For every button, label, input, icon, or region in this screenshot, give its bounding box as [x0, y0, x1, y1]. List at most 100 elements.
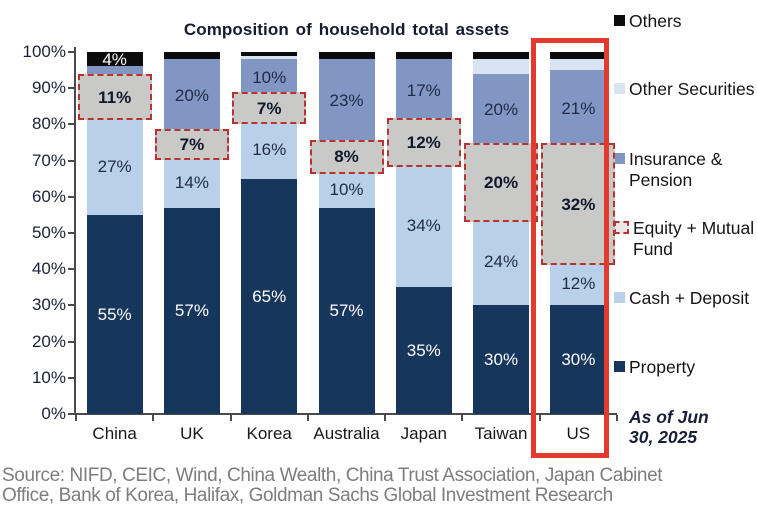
segment-others-china: 4% — [86, 51, 143, 68]
value-label-property-australia: 57% — [329, 301, 364, 321]
y-tick-label: 80% — [31, 114, 66, 134]
x-label-japan: Japan — [400, 424, 447, 443]
legend-item-equity_mutual_fund: Equity + Mutual Fund — [614, 218, 756, 259]
segment-cash_deposit-us: 12% — [550, 261, 607, 306]
segment-equity_mutual_fund-china: 11% — [77, 74, 152, 121]
legend-item-property: Property — [614, 357, 695, 378]
segment-others-korea — [241, 52, 298, 56]
y-tick-label: 10% — [31, 367, 66, 387]
x-axis-line — [74, 413, 617, 415]
value-label-property-us: 30% — [561, 350, 596, 370]
x-label-taiwan: Taiwan — [474, 424, 528, 443]
value-label-cash_deposit-australia: 10% — [329, 180, 364, 200]
segment-property-china: 55% — [86, 214, 143, 414]
value-label-cash_deposit-us: 12% — [561, 274, 596, 294]
value-label-cash_deposit-korea: 16% — [252, 140, 287, 160]
legend-label-others: Others — [629, 11, 682, 31]
x-tick-mark — [384, 415, 387, 421]
segment-equity_mutual_fund-uk: 7% — [154, 128, 229, 160]
y-tick-mark — [68, 376, 75, 379]
x-tick-mark — [75, 415, 77, 421]
value-label-equity_mutual_fund-taiwan: 20% — [484, 172, 519, 192]
y-tick-mark — [68, 304, 75, 307]
segment-cash_deposit-korea: 16% — [241, 120, 298, 179]
value-label-equity_mutual_fund-china: 11% — [98, 87, 132, 107]
y-tick-mark — [68, 340, 75, 343]
segment-insurance_pension-us: 21% — [550, 70, 607, 147]
segment-other_securities-us — [550, 59, 607, 71]
source-line-1: Source: NIFD, CEIC, Wind, China Wealth, … — [2, 465, 663, 486]
segment-equity_mutual_fund-us: 32% — [541, 143, 616, 265]
legend-swatch-property — [614, 361, 625, 372]
source-line-2: Office, Bank of Korea, Halifax, Goldman … — [2, 484, 613, 506]
bar-korea: 65% 16% 7% 10% — [232, 52, 307, 414]
x-label-australia: Australia — [313, 424, 380, 443]
segment-others-uk — [163, 52, 220, 60]
value-label-property-japan: 35% — [406, 341, 441, 361]
legend-item-other_securities: Other Securities — [614, 79, 754, 100]
x-label-china: China — [92, 424, 137, 443]
bar-taiwan: 30% 24% 20% 20% — [464, 52, 539, 414]
y-tick-label: 70% — [31, 150, 66, 170]
y-tick-label: 60% — [31, 186, 66, 206]
value-label-cash_deposit-taiwan: 24% — [484, 252, 519, 272]
legend-label-cash_deposit: Cash + Deposit — [629, 288, 750, 308]
legend-item-cash_deposit: Cash + Deposit — [614, 288, 749, 309]
segment-insurance_pension-uk: 20% — [163, 59, 220, 132]
value-label-equity_mutual_fund-korea: 7% — [256, 98, 282, 118]
y-tick-mark — [68, 413, 75, 415]
segment-other_securities-taiwan — [473, 59, 530, 74]
y-tick-mark — [68, 232, 75, 234]
value-label-equity_mutual_fund-australia: 8% — [334, 147, 359, 167]
value-label-insurance_pension-australia: 23% — [329, 91, 364, 111]
segment-cash_deposit-australia: 10% — [318, 171, 375, 208]
segment-insurance_pension-australia: 23% — [318, 59, 375, 143]
source-note: Source: NIFD, CEIC, Wind, China Wealth, … — [2, 466, 757, 505]
segment-cash_deposit-taiwan: 24% — [473, 218, 530, 306]
value-label-insurance_pension-korea: 10% — [252, 67, 287, 87]
segment-property-uk: 57% — [163, 207, 220, 414]
us-highlight-box — [531, 38, 609, 458]
y-tick-label: 0% — [41, 404, 66, 423]
segment-other_securities-korea — [241, 55, 298, 60]
segment-insurance_pension-china — [86, 66, 143, 78]
segment-others-taiwan — [473, 52, 530, 60]
y-tick-mark — [68, 159, 75, 162]
segment-property-australia: 57% — [318, 207, 375, 414]
x-tick-mark — [461, 415, 464, 421]
segment-insurance_pension-japan: 17% — [395, 59, 452, 121]
segment-others-australia — [318, 52, 375, 60]
value-label-cash_deposit-uk: 14% — [174, 172, 209, 192]
segment-cash_deposit-uk: 14% — [163, 157, 220, 208]
value-label-property-uk: 57% — [174, 301, 209, 321]
x-tick-mark — [229, 415, 232, 421]
y-tick-mark — [68, 123, 75, 126]
segment-property-korea: 65% — [241, 178, 298, 414]
x-tick-mark — [616, 415, 618, 421]
segment-cash_deposit-japan: 34% — [395, 164, 452, 288]
value-label-cash_deposit-china: 27% — [97, 156, 132, 176]
legend-swatch-others — [614, 15, 625, 26]
y-tick-label: 90% — [31, 78, 66, 98]
segment-property-japan: 35% — [395, 287, 452, 414]
bar-china: 55% 27% 11% 4% — [77, 51, 152, 414]
legend-label-property: Property — [629, 357, 696, 377]
segment-insurance_pension-korea: 10% — [241, 59, 298, 96]
legend-swatch-insurance_pension — [614, 153, 625, 164]
value-label-property-china: 55% — [97, 304, 132, 324]
value-label-equity_mutual_fund-japan: 12% — [406, 133, 441, 153]
segment-others-japan — [395, 52, 452, 60]
segment-equity_mutual_fund-taiwan: 20% — [464, 143, 539, 222]
value-label-insurance_pension-taiwan: 20% — [484, 100, 519, 120]
x-label-korea: Korea — [246, 424, 292, 443]
y-axis-line — [74, 47, 76, 415]
y-tick-mark — [68, 268, 75, 271]
as-of-note: As of Jun 30, 2025 — [629, 407, 709, 447]
legend-item-others: Others — [614, 11, 682, 32]
x-label-us: US — [566, 424, 591, 443]
y-tick-label: 20% — [31, 331, 66, 351]
bar-australia: 57% 10% 8% 23% — [309, 52, 384, 414]
y-tick-label: 100% — [22, 42, 66, 61]
legend-swatch-equity_mutual_fund — [614, 221, 629, 234]
legend-label-other_securities: Other Securities — [629, 79, 755, 99]
